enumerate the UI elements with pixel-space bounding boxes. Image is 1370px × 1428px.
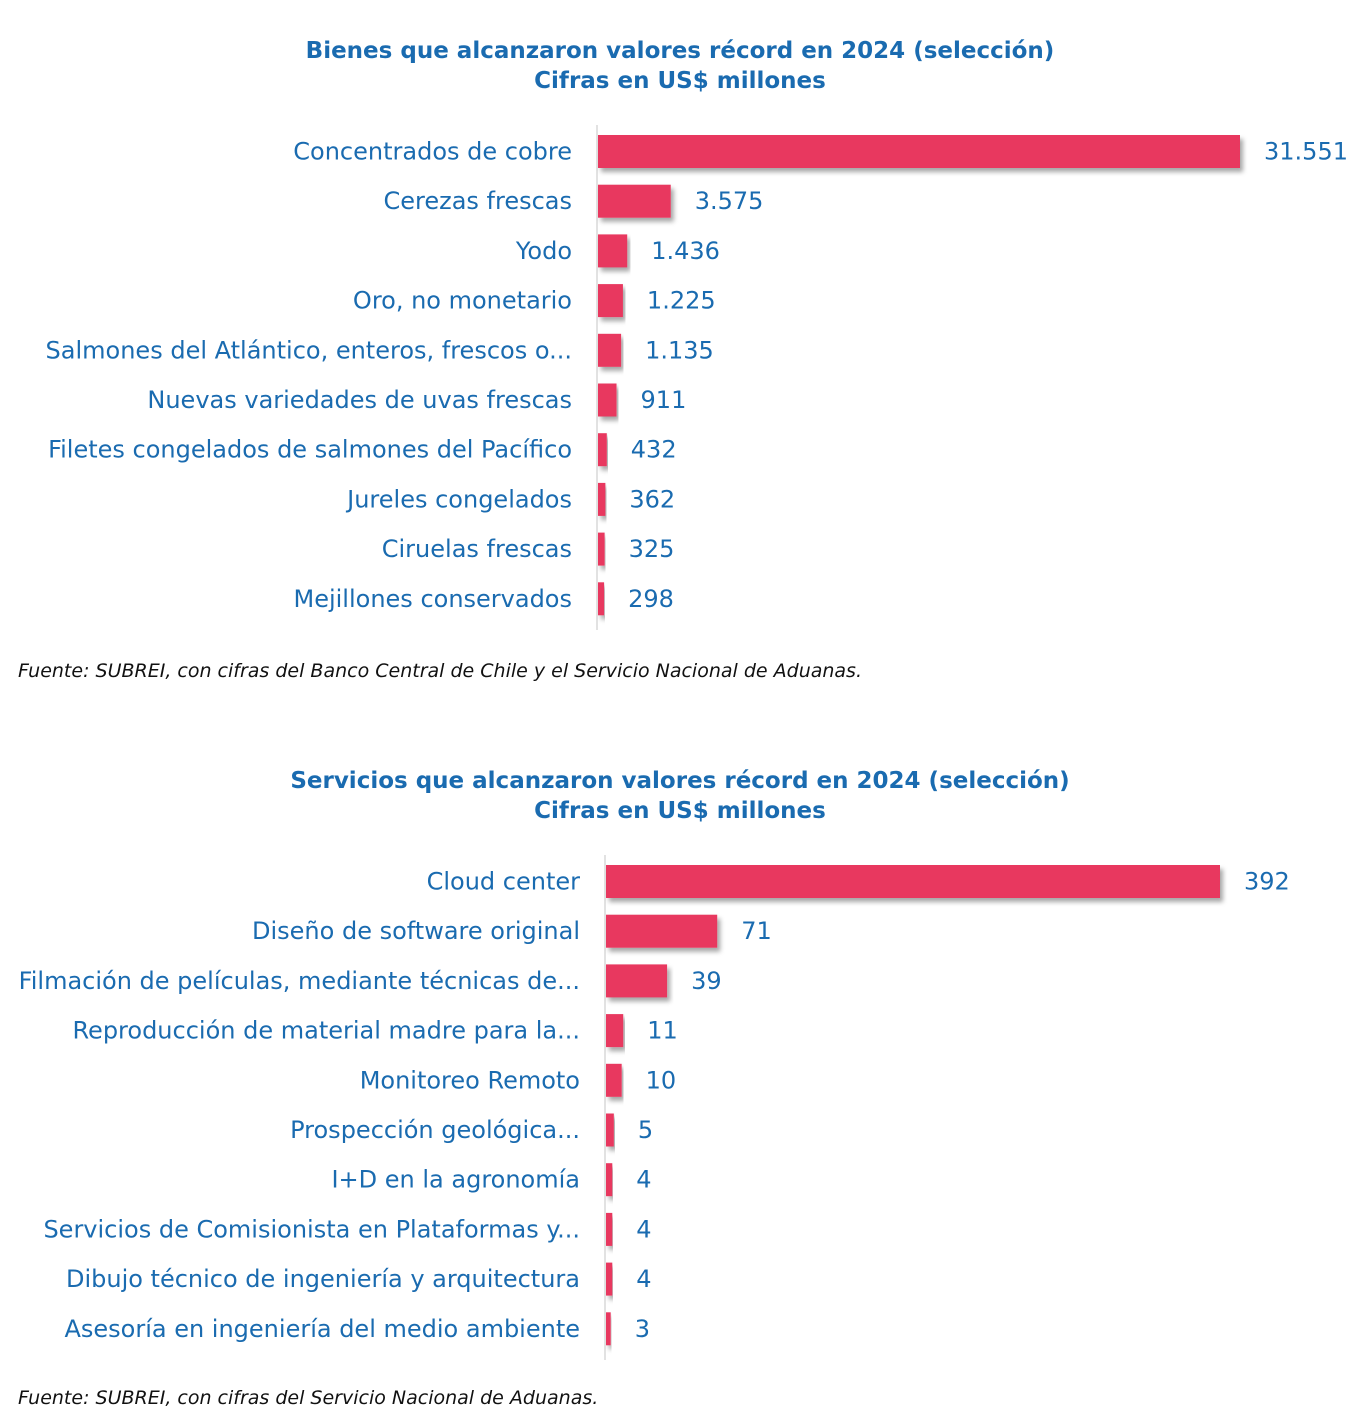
bar-9 [606,1312,611,1346]
bar-8 [598,532,605,566]
value-label-2: 39 [691,967,722,995]
chart2-source: Fuente: SUBREI, con cifras del Servicio … [18,1387,599,1409]
chart1-source: Fuente: SUBREI, con cifras del Banco Cen… [18,660,862,682]
category-label-9: Asesoría en ingeniería del medio ambient… [64,1315,580,1343]
bar-0 [606,865,1220,898]
bar-7 [606,1212,613,1246]
value-label-8: 4 [636,1265,651,1293]
value-label-3: 11 [647,1017,678,1045]
chart2-bar-chart: Cloud center 392 Diseño de software origin… [19,855,1290,1360]
value-label-0: 392 [1244,868,1290,896]
bar-6 [606,1163,613,1197]
category-label-6: I+D en la agronomía [331,1166,580,1194]
value-label-0: 31.551 [1264,138,1348,166]
category-label-0: Concentrados de cobre [293,138,572,166]
chart1-subtitle: Cifras en US$ millones [534,68,826,94]
category-label-3: Reproducción de material madre para la..… [72,1017,580,1045]
bar-4 [598,333,622,367]
chart1-bar-chart: Concentrados de cobre 31.551 Cerezas fresc… [46,125,1348,630]
bar-0 [598,135,1240,168]
category-label-4: Salmones del Atlántico, enteros, frescos… [46,336,572,364]
bar-5 [598,383,617,417]
category-label-0: Cloud center [427,868,581,896]
category-label-2: Yodo [515,237,572,265]
category-label-6: Filetes congelados de salmones del Pacíf… [48,436,572,464]
category-label-7: Servicios de Comisionista en Plataformas… [43,1215,580,1243]
bar-3 [606,1014,624,1048]
bar-3 [598,284,623,318]
bar-1 [598,184,671,218]
value-label-1: 71 [741,917,772,945]
value-label-7: 362 [629,485,675,513]
category-label-8: Ciruelas frescas [382,535,572,563]
value-label-4: 1.135 [645,336,714,364]
value-label-8: 325 [629,535,675,563]
category-label-8: Dibujo técnico de ingeniería y arquitect… [66,1265,580,1293]
chart2-subtitle: Cifras en US$ millones [534,798,826,824]
bar-1 [606,914,718,948]
bar-8 [606,1262,613,1296]
chart1-title: Bienes que alcanzaron valores récord en … [0,36,1360,96]
value-label-6: 432 [631,436,677,464]
value-label-2: 1.436 [651,237,720,265]
category-label-7: Jureles congelados [345,485,572,513]
bar-6 [598,433,607,467]
chart2-title-line1: Servicios que alcanzaron valores récord … [290,768,1070,794]
category-label-1: Cerezas frescas [383,187,572,215]
bar-4 [606,1063,622,1097]
value-label-4: 10 [646,1066,677,1094]
value-label-6: 4 [636,1166,651,1194]
value-label-5: 5 [638,1116,653,1144]
bar-5 [606,1113,614,1147]
category-label-9: Mejillones conservados [294,585,573,613]
category-label-5: Nuevas variedades de uvas frescas [147,386,572,414]
category-label-3: Oro, no monetario [353,287,572,315]
category-label-1: Diseño de software original [252,917,580,945]
bar-7 [598,482,606,516]
category-label-5: Prospección geológica... [290,1116,580,1144]
bar-2 [606,964,668,998]
value-label-1: 3.575 [695,187,764,215]
chart1-title-line1: Bienes que alcanzaron valores récord en … [305,38,1055,64]
value-label-9: 298 [628,585,674,613]
category-label-4: Monitoreo Remoto [360,1066,580,1094]
chart2-title: Servicios que alcanzaron valores récord … [0,766,1360,826]
value-label-7: 4 [636,1215,651,1243]
value-label-9: 3 [635,1315,650,1343]
bar-9 [598,582,605,616]
value-label-5: 911 [641,386,687,414]
value-label-3: 1.225 [647,287,716,315]
bar-2 [598,234,628,268]
category-label-2: Filmación de películas, mediante técnica… [19,967,580,995]
